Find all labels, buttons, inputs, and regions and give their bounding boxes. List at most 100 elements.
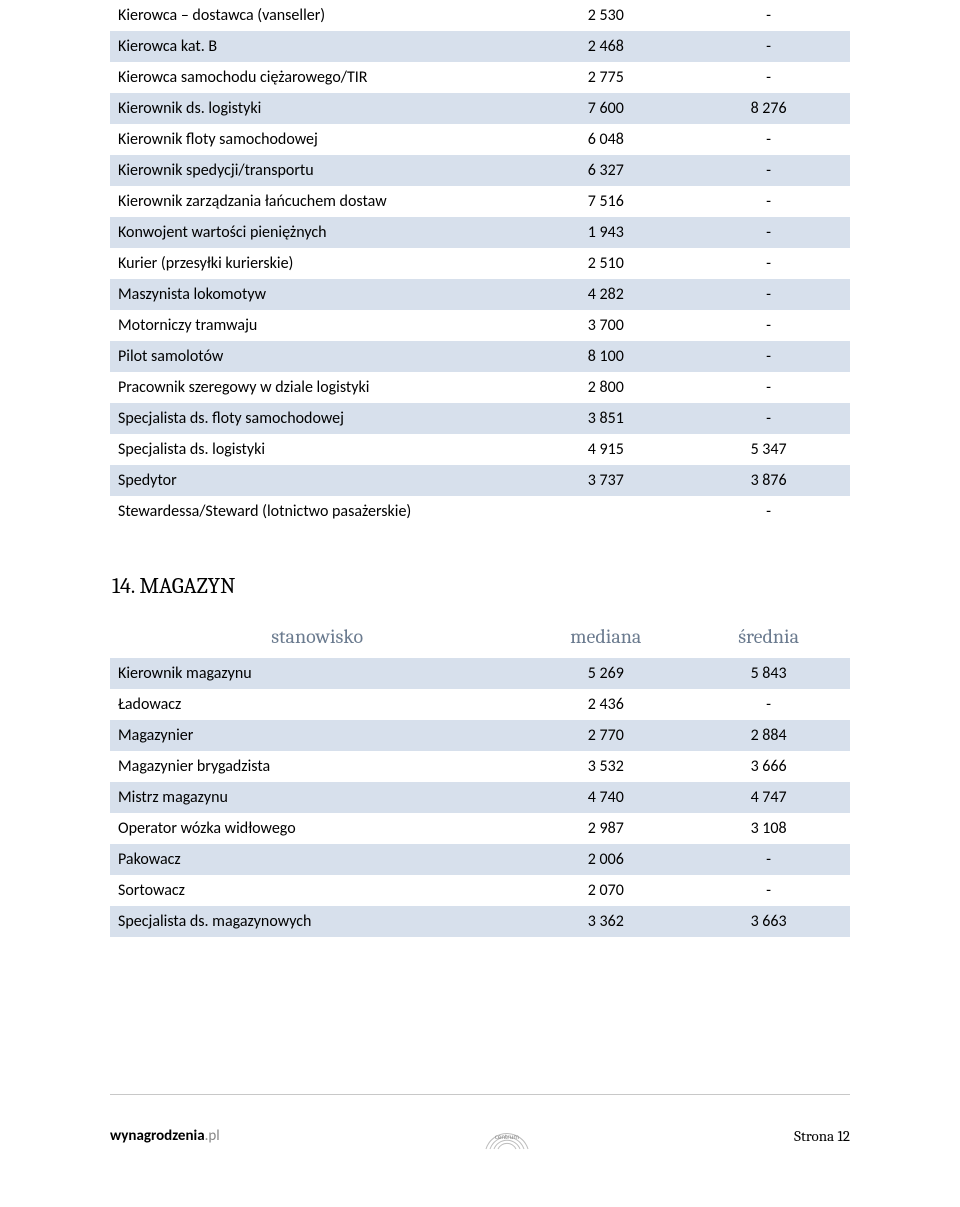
cell-label: Magazynier brygadzista	[110, 751, 524, 782]
cell-mediana: 2 800	[524, 372, 687, 403]
cell-mediana: 2 468	[524, 31, 687, 62]
cell-label: Kierownik floty samochodowej	[110, 124, 524, 155]
footer-logo-text: centrum	[495, 1133, 519, 1140]
cell-srednia: -	[687, 124, 850, 155]
table-row: Pracownik szeregowy w dziale logistyki2 …	[110, 372, 850, 403]
cell-label: Kierowca samochodu ciężarowego/TIR	[110, 62, 524, 93]
table-logistics: Kierowca – dostawca (vanseller)2 530-Kie…	[110, 0, 850, 527]
cell-srednia: 2 884	[687, 720, 850, 751]
section-title-magazyn: 14. MAGAZYN	[110, 573, 850, 599]
cell-label: Kierownik magazynu	[110, 658, 524, 689]
cell-srednia: -	[687, 217, 850, 248]
cell-srednia: 5 843	[687, 658, 850, 689]
cell-srednia: -	[687, 310, 850, 341]
cell-label: Mistrz magazynu	[110, 782, 524, 813]
cell-label: Pakowacz	[110, 844, 524, 875]
cell-mediana: 7 516	[524, 186, 687, 217]
cell-mediana: 8 100	[524, 341, 687, 372]
cell-mediana: 1 943	[524, 217, 687, 248]
cell-label: Specjalista ds. floty samochodowej	[110, 403, 524, 434]
cell-label: Kierownik ds. logistyki	[110, 93, 524, 124]
cell-mediana: 6 327	[524, 155, 687, 186]
cell-srednia: -	[687, 248, 850, 279]
table-row: Magazynier2 7702 884	[110, 720, 850, 751]
table-row: Konwojent wartości pieniężnych1 943-	[110, 217, 850, 248]
table-row: Kierownik spedycji/transportu6 327-	[110, 155, 850, 186]
table-row: Kurier (przesyłki kurierskie)2 510-	[110, 248, 850, 279]
cell-srednia: 3 666	[687, 751, 850, 782]
table-row: Kierownik floty samochodowej6 048-	[110, 124, 850, 155]
cell-label: Kierowca kat. B	[110, 31, 524, 62]
cell-label: Maszynista lokomotyw	[110, 279, 524, 310]
cell-label: Sortowacz	[110, 875, 524, 906]
cell-mediana: 2 987	[524, 813, 687, 844]
table-row: Pilot samolotów8 100-	[110, 341, 850, 372]
page-number: Strona 12	[794, 1127, 850, 1145]
col-stanowisko: stanowisko	[110, 619, 524, 658]
table-row: Kierowca – dostawca (vanseller)2 530-	[110, 0, 850, 31]
table-row: Maszynista lokomotyw4 282-	[110, 279, 850, 310]
cell-label: Specjalista ds. logistyki	[110, 434, 524, 465]
cell-srednia: -	[687, 372, 850, 403]
table-row: Sortowacz2 070-	[110, 875, 850, 906]
footer-site-bold: wynagrodzenia	[110, 1127, 205, 1145]
cell-srednia: -	[687, 689, 850, 720]
page-footer: wynagrodzenia.pl centrum Strona 12	[0, 1094, 960, 1163]
table-row: Kierownik zarządzania łańcuchem dostaw7 …	[110, 186, 850, 217]
cell-mediana	[524, 496, 687, 527]
cell-mediana: 2 770	[524, 720, 687, 751]
cell-mediana: 3 737	[524, 465, 687, 496]
col-mediana: mediana	[524, 619, 687, 658]
cell-mediana: 3 532	[524, 751, 687, 782]
cell-srednia: -	[687, 875, 850, 906]
cell-mediana: 2 436	[524, 689, 687, 720]
cell-mediana: 2 510	[524, 248, 687, 279]
cell-mediana: 4 915	[524, 434, 687, 465]
table-row: Ładowacz2 436-	[110, 689, 850, 720]
cell-label: Ładowacz	[110, 689, 524, 720]
cell-label: Stewardessa/Steward (lotnictwo pasażersk…	[110, 496, 524, 527]
table-row: Stewardessa/Steward (lotnictwo pasażersk…	[110, 496, 850, 527]
cell-mediana: 2 006	[524, 844, 687, 875]
table-header-row: stanowisko mediana średnia	[110, 619, 850, 658]
cell-srednia: 3 876	[687, 465, 850, 496]
cell-mediana: 5 269	[524, 658, 687, 689]
table-row: Kierowca samochodu ciężarowego/TIR2 775-	[110, 62, 850, 93]
cell-srednia: 3 663	[687, 906, 850, 937]
cell-mediana: 3 700	[524, 310, 687, 341]
cell-srednia: -	[687, 31, 850, 62]
cell-label: Motorniczy tramwaju	[110, 310, 524, 341]
footer-site-light: .pl	[205, 1127, 220, 1145]
cell-mediana: 3 851	[524, 403, 687, 434]
table-row: Specjalista ds. floty samochodowej3 851-	[110, 403, 850, 434]
cell-mediana: 6 048	[524, 124, 687, 155]
cell-srednia: -	[687, 341, 850, 372]
cell-mediana: 3 362	[524, 906, 687, 937]
cell-label: Pilot samolotów	[110, 341, 524, 372]
cell-label: Kurier (przesyłki kurierskie)	[110, 248, 524, 279]
cell-mediana: 2 530	[524, 0, 687, 31]
table-row: Spedytor3 7373 876	[110, 465, 850, 496]
table-row: Magazynier brygadzista3 5323 666	[110, 751, 850, 782]
cell-label: Specjalista ds. magazynowych	[110, 906, 524, 937]
cell-srednia: -	[687, 279, 850, 310]
cell-mediana: 4 740	[524, 782, 687, 813]
cell-srednia: 8 276	[687, 93, 850, 124]
table-row: Specjalista ds. magazynowych3 3623 663	[110, 906, 850, 937]
table-row: Mistrz magazynu4 7404 747	[110, 782, 850, 813]
cell-label: Konwojent wartości pieniężnych	[110, 217, 524, 248]
cell-label: Magazynier	[110, 720, 524, 751]
footer-logo-icon: centrum	[480, 1109, 534, 1163]
cell-srednia: -	[687, 0, 850, 31]
cell-srednia: -	[687, 186, 850, 217]
cell-srednia: 5 347	[687, 434, 850, 465]
cell-srednia: -	[687, 155, 850, 186]
cell-srednia: 3 108	[687, 813, 850, 844]
table-row: Motorniczy tramwaju3 700-	[110, 310, 850, 341]
cell-srednia: -	[687, 62, 850, 93]
table-row: Specjalista ds. logistyki4 9155 347	[110, 434, 850, 465]
table-row: Kierownik magazynu5 2695 843	[110, 658, 850, 689]
table-row: Operator wózka widłowego2 9873 108	[110, 813, 850, 844]
cell-srednia: -	[687, 496, 850, 527]
table-row: Kierowca kat. B2 468-	[110, 31, 850, 62]
